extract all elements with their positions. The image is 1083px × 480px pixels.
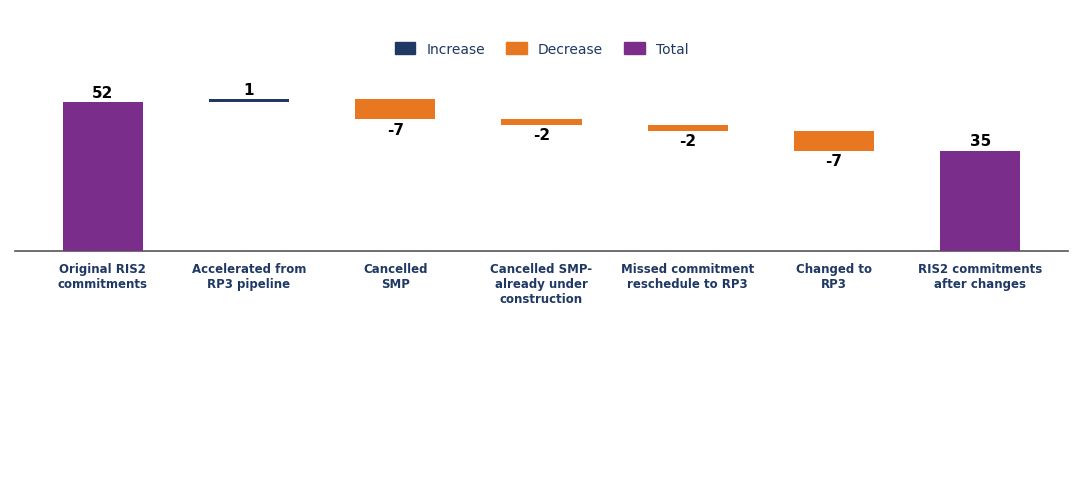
Text: -7: -7	[387, 122, 404, 137]
Bar	[648, 126, 728, 132]
Text: -2: -2	[533, 128, 550, 143]
Text: 52: 52	[92, 85, 114, 101]
Bar	[209, 100, 289, 103]
Bar	[501, 120, 582, 126]
Text: -2: -2	[679, 134, 696, 149]
Text: 1: 1	[244, 83, 255, 98]
Bar	[355, 100, 435, 120]
Legend: Increase, Decrease, Total: Increase, Decrease, Total	[389, 37, 694, 62]
Bar	[794, 132, 874, 151]
Text: 35: 35	[969, 134, 991, 149]
Text: -7: -7	[825, 154, 843, 168]
Bar	[940, 151, 1020, 251]
Bar	[63, 103, 143, 251]
